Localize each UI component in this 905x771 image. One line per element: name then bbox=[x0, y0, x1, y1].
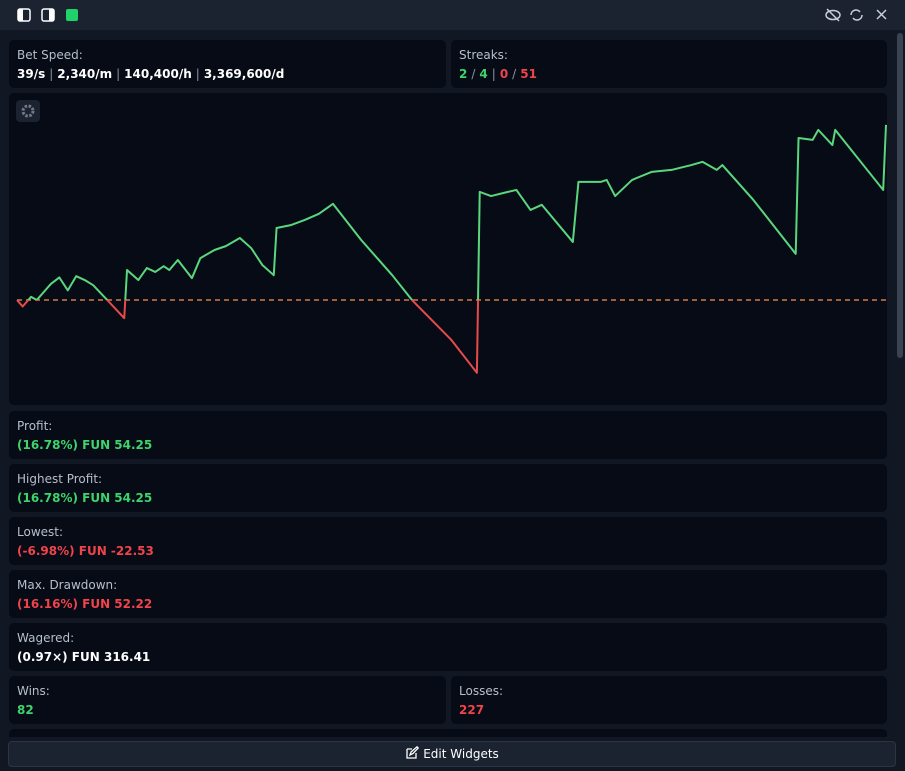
label: Max. Drawdown: bbox=[17, 578, 118, 592]
close-icon[interactable] bbox=[876, 9, 887, 20]
value: (16.78%) FUN 54.25 bbox=[17, 491, 153, 505]
label: Bet Speed: bbox=[17, 48, 83, 62]
dock-left-fill bbox=[18, 9, 23, 21]
chart-card bbox=[9, 93, 887, 405]
next-card bbox=[9, 729, 887, 737]
settings-button[interactable] bbox=[16, 100, 40, 122]
per-hour: 140,400/h bbox=[124, 67, 192, 81]
label: Wagered: bbox=[17, 631, 75, 645]
lowest-card: Lowest: (-6.98%) FUN -22.53 bbox=[9, 517, 887, 565]
bet-speed-card: Bet Speed: 39/s | 2,340/m | 140,400/h | 3,369,… bbox=[9, 40, 446, 88]
value: 2/4 | 0/51 bbox=[459, 67, 537, 81]
button-label: Edit Widgets bbox=[423, 747, 499, 761]
streaks-card: Streaks: 2/4 | 0/51 bbox=[451, 40, 887, 88]
color-toggle[interactable] bbox=[66, 9, 78, 21]
max-loss-streak: 51 bbox=[520, 67, 537, 81]
value: 227 bbox=[459, 703, 485, 717]
scrollbar bbox=[897, 33, 903, 358]
value: (0.97×) FUN 316.41 bbox=[17, 650, 151, 664]
value: (-6.98%) FUN -22.53 bbox=[17, 544, 154, 558]
toolbar bbox=[0, 0, 905, 30]
hide-icon[interactable] bbox=[825, 9, 841, 21]
settings-icon bbox=[21, 104, 35, 118]
value: 82 bbox=[17, 703, 34, 717]
per-minute: 2,340/m bbox=[57, 67, 113, 81]
profit-card: Profit: (16.78%) FUN 54.25 bbox=[9, 411, 887, 459]
label: Profit: bbox=[17, 419, 53, 433]
label: Streaks: bbox=[459, 48, 508, 62]
per-day: 3,369,600/d bbox=[203, 67, 285, 81]
label: Losses: bbox=[459, 684, 503, 698]
per-second: 39/s bbox=[17, 67, 46, 81]
refresh-icon[interactable] bbox=[850, 9, 863, 21]
hide-slash bbox=[826, 8, 840, 22]
label: Highest Profit: bbox=[17, 472, 103, 486]
win-streak: 2 bbox=[459, 67, 468, 81]
edit-icon bbox=[406, 745, 420, 759]
dock-right-fill bbox=[49, 9, 54, 21]
loss-streak: 0 bbox=[499, 67, 509, 81]
value: (16.78%) FUN 54.25 bbox=[17, 438, 153, 452]
max-win-streak: 4 bbox=[479, 67, 488, 81]
highest-profit-card: Highest Profit: (16.78%) FUN 54.25 bbox=[9, 464, 887, 512]
label: Wins: bbox=[17, 684, 50, 698]
wins-card: Wins: 82 bbox=[9, 676, 446, 724]
max-drawdown-card: Max. Drawdown: (16.16%) FUN 52.22 bbox=[9, 570, 887, 618]
profit-line bbox=[16, 124, 887, 374]
edit-widgets-button[interactable]: Edit Widgets bbox=[8, 741, 896, 767]
label: Lowest: bbox=[17, 525, 64, 539]
losses-card: Losses: 227 bbox=[451, 676, 887, 724]
wagered-card: Wagered: (0.97×) FUN 316.41 bbox=[9, 623, 887, 671]
value: (16.16%) FUN 52.22 bbox=[17, 597, 153, 611]
chart bbox=[16, 100, 887, 374]
value: 39/s | 2,340/m | 140,400/h | 3,369,600/d bbox=[17, 67, 285, 81]
toolbar-icons bbox=[17, 8, 887, 22]
